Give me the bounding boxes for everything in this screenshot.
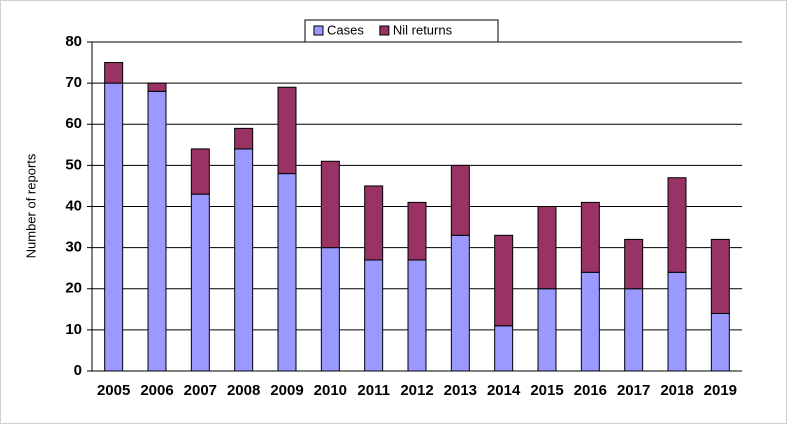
y-tick-label: 70 <box>65 74 82 91</box>
bar-segment <box>364 185 384 261</box>
bar-segment <box>624 288 644 372</box>
bar-segment <box>277 173 297 372</box>
bar-segment <box>710 312 730 372</box>
x-tick-label: 2013 <box>444 382 477 399</box>
y-tick-label: 10 <box>65 321 82 338</box>
bar-segment <box>580 201 600 273</box>
x-tick-label: 2016 <box>574 382 607 399</box>
y-tick-label: 60 <box>65 115 82 132</box>
x-tick-label: 2009 <box>270 382 303 399</box>
x-tick-label: 2010 <box>314 382 347 399</box>
y-axis-label: Number of reports <box>23 153 38 258</box>
legend-label: Cases <box>327 22 364 37</box>
bar-segment <box>147 82 167 92</box>
legend-swatch <box>313 25 324 36</box>
bar-segment <box>667 271 687 372</box>
bar-segment <box>364 259 384 372</box>
y-tick-label: 30 <box>65 239 82 256</box>
bar-segment <box>407 201 427 261</box>
bar-segment <box>450 234 470 372</box>
x-tick-label: 2015 <box>530 382 563 399</box>
bar-segment <box>450 164 470 236</box>
y-tick-label: 0 <box>74 362 82 379</box>
x-tick-label: 2006 <box>140 382 173 399</box>
bar-segment <box>537 206 557 290</box>
y-tick-label: 40 <box>65 197 82 214</box>
y-tick-label: 20 <box>65 280 82 297</box>
x-tick-label: 2008 <box>227 382 260 399</box>
bar-segment <box>667 177 687 273</box>
x-tick-label: 2017 <box>617 382 650 399</box>
bar-segment <box>104 62 124 84</box>
x-tick-label: 2012 <box>400 382 433 399</box>
bar-segment <box>277 86 297 175</box>
bar-segment <box>190 148 210 195</box>
bar-segment <box>190 193 210 372</box>
x-tick-label: 2007 <box>184 382 217 399</box>
bar-segment <box>147 90 167 372</box>
bar-segment <box>320 160 340 249</box>
bar-segment <box>624 238 644 290</box>
x-tick-label: 2014 <box>487 382 521 399</box>
x-tick-label: 2019 <box>704 382 737 399</box>
bar-segment <box>580 271 600 372</box>
bar-segment <box>537 288 557 372</box>
legend-box <box>304 19 499 43</box>
bar-segment <box>710 238 730 314</box>
bar-segment <box>320 247 340 372</box>
x-tick-label: 2011 <box>357 382 390 399</box>
bar-segment <box>494 325 514 372</box>
x-tick-label: 2005 <box>97 382 130 399</box>
y-tick-label: 80 <box>65 33 82 50</box>
y-tick-label: 50 <box>65 156 82 173</box>
bar-segment <box>407 259 427 372</box>
legend-swatch <box>379 25 390 36</box>
bar-segment <box>494 234 514 327</box>
bar-segment <box>234 148 254 372</box>
legend-label: Nil returns <box>393 22 453 37</box>
bar-segment <box>234 127 254 150</box>
x-tick-label: 2018 <box>660 382 693 399</box>
bar-segment <box>104 82 124 372</box>
